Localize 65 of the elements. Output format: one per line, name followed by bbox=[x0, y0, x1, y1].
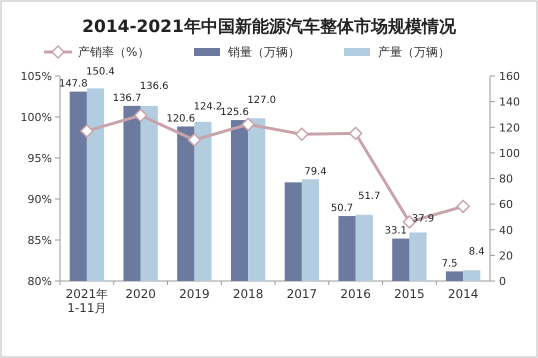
y2-tick-label: 80 bbox=[499, 172, 513, 186]
y2-tick-label: 0 bbox=[499, 275, 506, 288]
bar bbox=[409, 232, 427, 281]
x-tick-label: 2015 bbox=[394, 287, 425, 301]
bar bbox=[86, 88, 104, 281]
chart-title: 2014-2021年中国新能源汽车整体市场规模情况 bbox=[82, 17, 457, 37]
bar bbox=[446, 271, 464, 281]
bar bbox=[194, 122, 212, 281]
data-label: 7.5 bbox=[442, 258, 458, 270]
point bbox=[295, 127, 309, 141]
x-tick-label: 2017 bbox=[286, 287, 318, 301]
bar bbox=[302, 179, 320, 281]
legend-label: 销量（万辆） bbox=[227, 45, 300, 59]
y-tick-label: 100% bbox=[20, 111, 52, 124]
x-tick-label: 2018 bbox=[232, 287, 264, 301]
x-tick-label: 2019 bbox=[179, 287, 210, 301]
data-label: 136.6 bbox=[140, 80, 169, 92]
data-label: 136.7 bbox=[112, 92, 142, 104]
bar bbox=[70, 92, 87, 281]
point bbox=[456, 200, 470, 214]
y-tick-label: 85% bbox=[28, 234, 52, 247]
data-label: 127.0 bbox=[247, 95, 276, 106]
point bbox=[134, 108, 148, 122]
bar bbox=[177, 126, 194, 281]
data-label: 120.6 bbox=[166, 113, 196, 124]
point bbox=[80, 124, 94, 138]
bar bbox=[248, 118, 266, 281]
data-label: 147.8 bbox=[58, 78, 88, 90]
bar bbox=[140, 106, 158, 281]
x-tick-label: 2014 bbox=[448, 287, 478, 301]
bar bbox=[123, 106, 141, 281]
y2-tick-label: 60 bbox=[499, 198, 513, 212]
y2-tick-label: 120 bbox=[499, 121, 520, 134]
bar bbox=[338, 216, 356, 281]
data-label: 150.4 bbox=[86, 66, 115, 78]
y-tick-label: 80% bbox=[28, 275, 52, 288]
bar bbox=[463, 270, 480, 281]
y-tick-label: 95% bbox=[28, 152, 52, 165]
data-label: 124.2 bbox=[194, 101, 222, 112]
data-label: 37.9 bbox=[412, 214, 434, 225]
x-tick-label: 2016 bbox=[340, 287, 371, 301]
data-label: 8.4 bbox=[468, 246, 485, 258]
point bbox=[188, 133, 202, 147]
x-tick-label: 2021年1-11月 bbox=[66, 287, 108, 315]
data-label: 50.7 bbox=[330, 203, 354, 214]
bar bbox=[392, 238, 410, 281]
bar bbox=[230, 120, 248, 281]
legend-label: 产量（万辆） bbox=[378, 45, 450, 59]
y2-tick-label: 140 bbox=[499, 96, 520, 109]
data-label: 125.6 bbox=[220, 107, 249, 118]
bar bbox=[284, 182, 302, 281]
data-label: 33.1 bbox=[384, 226, 407, 237]
y2-tick-label: 40 bbox=[499, 224, 513, 237]
x-tick-label: 2020 bbox=[125, 287, 156, 301]
point bbox=[348, 126, 362, 140]
data-label: 51.7 bbox=[358, 191, 380, 202]
y2-tick-label: 160 bbox=[499, 70, 520, 83]
y2-tick-label: 20 bbox=[499, 249, 513, 262]
y2-tick-label: 100 bbox=[499, 146, 520, 160]
point bbox=[241, 118, 255, 132]
y-tick-label: 105% bbox=[20, 70, 52, 83]
legend-label: 产销率（%） bbox=[78, 45, 150, 59]
y-tick-label: 90% bbox=[28, 193, 52, 206]
data-label: 79.4 bbox=[304, 166, 327, 178]
bar bbox=[356, 214, 373, 281]
